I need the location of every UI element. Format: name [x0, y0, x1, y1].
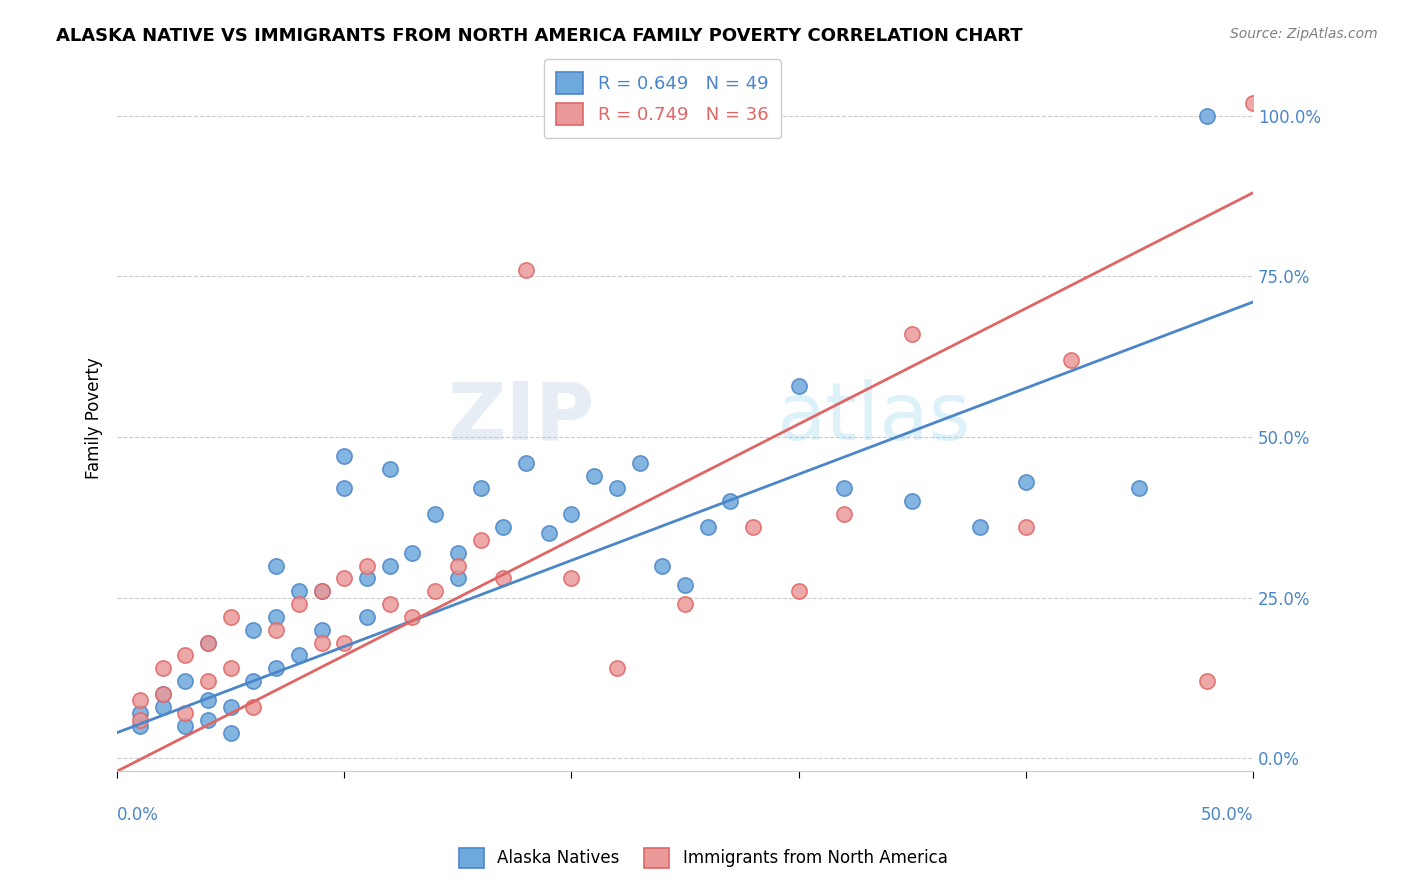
Text: ZIP: ZIP	[447, 379, 595, 457]
Point	[152, 661, 174, 675]
Point	[787, 584, 810, 599]
Text: atlas: atlas	[776, 379, 970, 457]
Point	[425, 507, 447, 521]
Point	[401, 610, 423, 624]
Point	[219, 699, 242, 714]
Point	[197, 635, 219, 649]
Text: 50.0%: 50.0%	[1201, 806, 1253, 824]
Point	[515, 456, 537, 470]
Point	[197, 713, 219, 727]
Point	[1197, 674, 1219, 689]
Point	[673, 578, 696, 592]
Point	[264, 558, 287, 573]
Point	[583, 468, 606, 483]
Point	[174, 719, 197, 733]
Point	[197, 635, 219, 649]
Point	[219, 661, 242, 675]
Point	[356, 571, 378, 585]
Point	[1015, 475, 1038, 489]
Point	[333, 635, 356, 649]
Point	[378, 558, 401, 573]
Point	[720, 494, 742, 508]
Text: Source: ZipAtlas.com: Source: ZipAtlas.com	[1230, 27, 1378, 41]
Point	[333, 482, 356, 496]
Point	[152, 687, 174, 701]
Point	[378, 597, 401, 611]
Text: ALASKA NATIVE VS IMMIGRANTS FROM NORTH AMERICA FAMILY POVERTY CORRELATION CHART: ALASKA NATIVE VS IMMIGRANTS FROM NORTH A…	[56, 27, 1024, 45]
Point	[832, 482, 855, 496]
Point	[129, 693, 152, 707]
Point	[1197, 109, 1219, 123]
Point	[560, 571, 582, 585]
Point	[651, 558, 673, 573]
Point	[537, 526, 560, 541]
Point	[901, 327, 924, 342]
Legend: R = 0.649   N = 49, R = 0.749   N = 36: R = 0.649 N = 49, R = 0.749 N = 36	[544, 59, 780, 137]
Point	[264, 610, 287, 624]
Legend: Alaska Natives, Immigrants from North America: Alaska Natives, Immigrants from North Am…	[451, 841, 955, 875]
Text: 0.0%: 0.0%	[117, 806, 159, 824]
Point	[152, 687, 174, 701]
Point	[378, 462, 401, 476]
Point	[606, 661, 628, 675]
Point	[356, 558, 378, 573]
Point	[129, 706, 152, 721]
Point	[673, 597, 696, 611]
Point	[311, 584, 333, 599]
Point	[425, 584, 447, 599]
Point	[242, 623, 264, 637]
Point	[447, 571, 470, 585]
Point	[311, 623, 333, 637]
Point	[219, 725, 242, 739]
Point	[333, 450, 356, 464]
Point	[1060, 352, 1083, 367]
Point	[152, 699, 174, 714]
Point	[492, 571, 515, 585]
Point	[174, 648, 197, 663]
Point	[447, 558, 470, 573]
Point	[288, 584, 311, 599]
Point	[129, 713, 152, 727]
Point	[264, 623, 287, 637]
Point	[901, 494, 924, 508]
Point	[742, 520, 765, 534]
Point	[288, 597, 311, 611]
Point	[288, 648, 311, 663]
Point	[447, 546, 470, 560]
Point	[242, 674, 264, 689]
Point	[470, 482, 492, 496]
Point	[129, 719, 152, 733]
Point	[401, 546, 423, 560]
Point	[311, 584, 333, 599]
Point	[264, 661, 287, 675]
Point	[174, 706, 197, 721]
Point	[242, 699, 264, 714]
Point	[969, 520, 991, 534]
Point	[333, 571, 356, 585]
Point	[492, 520, 515, 534]
Point	[197, 674, 219, 689]
Point	[1241, 95, 1264, 110]
Point	[696, 520, 718, 534]
Point	[311, 635, 333, 649]
Point	[1015, 520, 1038, 534]
Point	[470, 533, 492, 547]
Y-axis label: Family Poverty: Family Poverty	[86, 357, 103, 479]
Point	[356, 610, 378, 624]
Point	[1128, 482, 1150, 496]
Point	[560, 507, 582, 521]
Point	[197, 693, 219, 707]
Point	[832, 507, 855, 521]
Point	[174, 674, 197, 689]
Point	[606, 482, 628, 496]
Point	[787, 378, 810, 392]
Point	[219, 610, 242, 624]
Point	[515, 263, 537, 277]
Point	[628, 456, 651, 470]
